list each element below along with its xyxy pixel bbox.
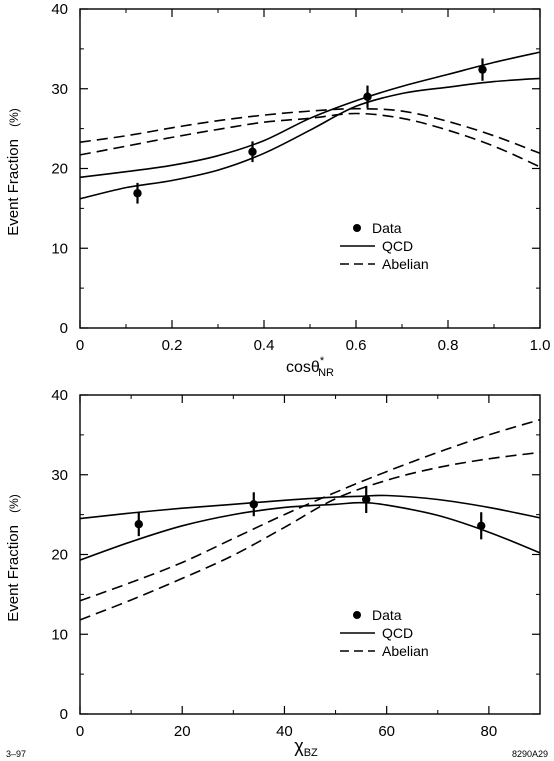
bottom-y-tick-label: 30: [51, 467, 68, 484]
top-y-tick-label: 0: [60, 320, 68, 337]
top-x-tick-label: 1.0: [530, 337, 551, 354]
top-x-tick-label: 0: [76, 337, 84, 354]
bottom-legend-data-label: Data: [372, 607, 402, 623]
bottom-x-tick-label: 0: [76, 723, 84, 740]
bottom-y-axis-unit: (%): [7, 494, 21, 513]
top-y-axis-label: Event Fraction (%): [5, 108, 22, 236]
bottom-y-tick-label: 40: [51, 387, 68, 404]
top-data-point: [478, 65, 487, 74]
bottom-y-axis-title: Event Fraction: [5, 525, 22, 622]
top-qcd-curve: [79, 51, 541, 179]
bottom-qcd-curve: [79, 501, 541, 561]
bottom-x-axis-title: χ: [294, 736, 304, 756]
top-y-tick-label: 30: [51, 81, 68, 98]
bottom-legend: Data QCD Abelian: [340, 607, 429, 659]
top-x-tick-label: 0.8: [438, 337, 459, 354]
top-x-tick-label: 0.2: [162, 337, 183, 354]
top-legend-qcd-label: QCD: [382, 238, 413, 254]
bottom-data-point: [249, 500, 258, 509]
bottom-x-tick-label: 80: [481, 723, 498, 740]
bottom-y-tick-label: 20: [51, 547, 68, 564]
top-x-tick-label: 0.6: [346, 337, 367, 354]
bottom-x-ticks: 0 20 40 60 80: [76, 395, 497, 740]
top-qcd-curve: [79, 77, 541, 200]
bottom-y-axis-label: Event Fraction (%): [5, 494, 22, 622]
top-data-point: [363, 92, 372, 101]
top-x-axis-label: cosθ* NR: [286, 355, 334, 379]
bottom-x-axis-sub: BZ: [304, 747, 318, 759]
top-legend: Data QCD Abelian: [340, 220, 429, 272]
bottom-legend-data-marker: [353, 611, 361, 619]
top-data-point: [248, 147, 257, 156]
bottom-legend-qcd-label: QCD: [382, 625, 413, 641]
bottom-data-points: [134, 485, 486, 540]
top-abelian-curve: [79, 112, 541, 168]
bottom-data-point: [362, 495, 371, 504]
top-y-tick-label: 40: [51, 1, 68, 18]
top-y-axis-unit: (%): [7, 108, 21, 127]
bottom-abelian-curve: [79, 418, 541, 602]
bottom-abelian-curve: [79, 451, 541, 621]
top-x-axis-sup: *: [320, 355, 325, 367]
bottom-x-tick-label: 40: [276, 723, 293, 740]
top-legend-data-marker: [353, 224, 361, 232]
top-curves: [79, 51, 541, 200]
bottom-x-axis-label: χBZ: [294, 736, 318, 759]
top-x-ticks: 0 0.2 0.4 0.6 0.8 1.0: [76, 9, 551, 354]
top-legend-abelian-label: Abelian: [382, 256, 429, 272]
footer-date-code: 3–97: [6, 749, 26, 759]
top-legend-data-label: Data: [372, 220, 402, 236]
bottom-y-tick-label: 10: [51, 626, 68, 643]
bottom-legend-abelian-label: Abelian: [382, 643, 429, 659]
bottom-x-tick-label: 20: [174, 723, 191, 740]
top-y-tick-label: 20: [51, 161, 68, 178]
top-x-tick-label: 0.4: [254, 337, 275, 354]
bottom-x-tick-label: 60: [378, 723, 395, 740]
top-x-axis-sub: NR: [318, 367, 334, 379]
bottom-y-tick-label: 0: [60, 706, 68, 723]
bottom-data-point: [477, 521, 486, 530]
top-y-tick-label: 10: [51, 240, 68, 257]
bottom-chart-panel: 0 10 20 30 40 0 20 40 60 80 Event Fraction (%) χ…: [5, 387, 541, 759]
bottom-y-ticks: 0 10 20 30 40: [51, 387, 540, 723]
top-y-axis-title: Event Fraction: [5, 139, 22, 236]
top-y-ticks: 0 10 20 30 40: [51, 1, 540, 337]
top-chart-panel: 0 10 20 30 40 0 0.2 0.4 0.6 0.8 1.0 Event Fractio…: [5, 1, 550, 379]
bottom-plot-frame: [79, 394, 541, 715]
top-x-axis-title: cosθ: [286, 359, 320, 376]
top-data-points: [133, 58, 487, 204]
footer-figure-id: 8290A29: [512, 749, 548, 759]
bottom-data-point: [134, 519, 143, 529]
top-data-point: [133, 189, 142, 198]
bottom-curves: [79, 418, 541, 621]
bottom-qcd-curve: [79, 494, 541, 520]
